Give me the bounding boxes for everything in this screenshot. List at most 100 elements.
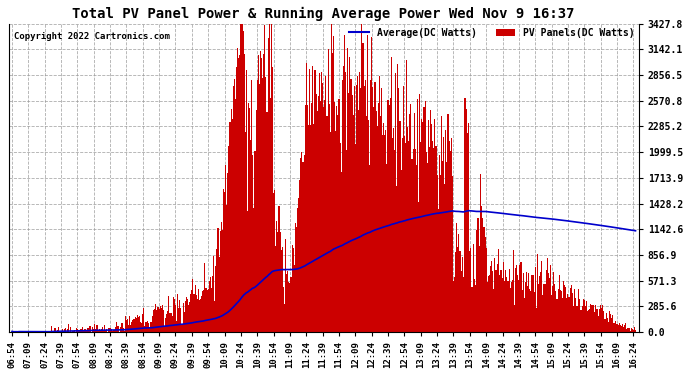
Bar (161, 308, 162, 332)
Bar (70, 327, 71, 332)
Bar (500, 270, 501, 332)
Bar (388, 105, 390, 332)
Bar (615, 321, 616, 332)
Bar (342, 80, 343, 332)
Bar (63, 328, 65, 332)
Bar (362, 43, 364, 332)
Bar (354, 86, 355, 332)
Bar (620, 325, 621, 332)
Bar (165, 318, 166, 332)
Bar (337, 115, 338, 332)
Bar (81, 329, 82, 332)
Bar (114, 330, 115, 332)
Bar (253, 208, 255, 332)
Bar (538, 284, 539, 332)
Bar (180, 308, 181, 332)
Bar (588, 310, 589, 332)
Bar (603, 311, 604, 332)
Bar (204, 263, 206, 332)
Bar (245, 132, 246, 332)
Bar (167, 312, 168, 332)
Bar (349, 57, 351, 332)
Bar (634, 327, 635, 332)
Bar (565, 287, 566, 332)
Bar (326, 116, 328, 332)
Bar (488, 276, 489, 332)
Bar (566, 298, 567, 332)
Bar (574, 289, 575, 332)
Bar (411, 159, 413, 332)
Bar (199, 300, 200, 332)
Bar (193, 294, 195, 332)
Bar (323, 106, 324, 332)
Bar (358, 110, 359, 332)
Bar (635, 330, 636, 332)
Bar (625, 322, 627, 332)
Bar (586, 302, 587, 332)
Bar (266, 112, 268, 332)
Bar (294, 265, 295, 332)
Bar (370, 80, 371, 332)
Bar (473, 279, 475, 332)
Bar (153, 310, 154, 332)
Bar (489, 275, 490, 332)
Bar (79, 330, 80, 332)
Bar (135, 316, 136, 332)
Bar (571, 285, 572, 332)
Bar (582, 299, 584, 332)
Bar (93, 329, 95, 332)
Bar (481, 206, 482, 332)
Bar (248, 103, 249, 332)
Bar (126, 320, 127, 332)
Bar (110, 328, 112, 332)
Bar (448, 141, 450, 332)
Bar (551, 295, 552, 332)
Bar (587, 311, 588, 332)
Bar (219, 231, 221, 332)
Bar (324, 100, 326, 332)
Bar (558, 290, 559, 332)
Bar (524, 298, 525, 332)
Bar (486, 282, 488, 332)
Bar (408, 141, 409, 332)
Bar (237, 48, 238, 332)
Bar (166, 314, 167, 332)
Bar (382, 135, 383, 332)
Bar (332, 53, 333, 332)
Bar (164, 326, 165, 332)
Bar (270, 99, 271, 332)
Bar (162, 304, 163, 332)
Bar (356, 85, 357, 332)
Bar (502, 278, 503, 332)
Bar (163, 310, 164, 332)
Bar (526, 272, 527, 332)
Bar (90, 326, 91, 332)
Bar (260, 51, 261, 332)
Bar (400, 122, 401, 332)
Bar (465, 99, 466, 332)
Bar (505, 270, 506, 332)
Bar (416, 165, 417, 332)
Bar (286, 274, 287, 332)
Bar (297, 208, 298, 332)
Bar (308, 125, 309, 332)
Bar (541, 261, 542, 332)
Bar (433, 148, 435, 332)
Bar (136, 318, 137, 332)
Bar (320, 101, 321, 332)
Bar (52, 331, 53, 332)
Bar (629, 331, 631, 332)
Bar (535, 308, 537, 332)
Bar (602, 306, 603, 332)
Bar (133, 319, 135, 332)
Bar (181, 324, 183, 332)
Bar (357, 76, 358, 332)
Bar (618, 325, 619, 332)
Bar (343, 66, 344, 332)
Bar (246, 70, 247, 332)
Bar (277, 232, 279, 332)
Bar (283, 286, 284, 332)
Bar (272, 67, 273, 332)
Bar (368, 120, 369, 332)
Bar (589, 309, 590, 332)
